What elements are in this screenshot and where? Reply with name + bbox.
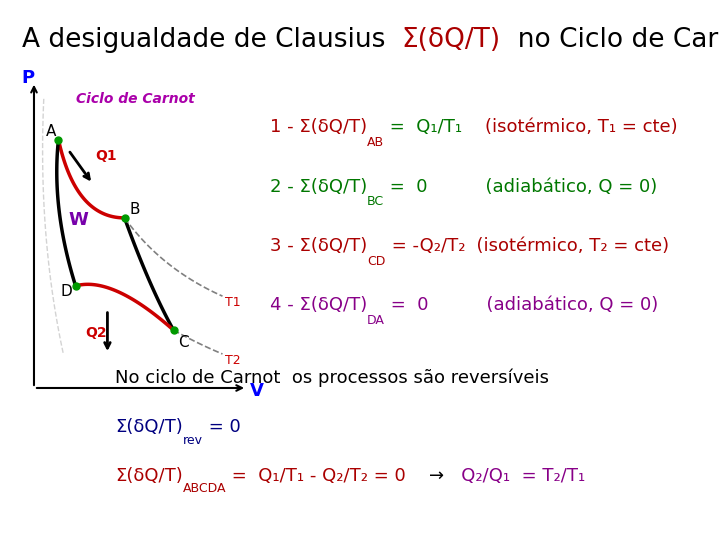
Text: CD: CD [367, 254, 386, 268]
Text: 3 - Σ(δQ/T): 3 - Σ(δQ/T) [270, 237, 367, 255]
Text: C: C [179, 335, 189, 350]
Text: 1 - Σ(δQ/T): 1 - Σ(δQ/T) [270, 118, 367, 136]
Text: Q1: Q1 [95, 149, 117, 163]
Text: rev: rev [183, 434, 203, 447]
Text: T1: T1 [225, 296, 240, 309]
Text: (adiabático, Q = 0): (adiabático, Q = 0) [428, 296, 658, 314]
Text: =  Q₁/T₁ - Q₂/T₂ = 0: = Q₁/T₁ - Q₂/T₂ = 0 [227, 467, 406, 484]
Text: ABCDA: ABCDA [183, 482, 227, 496]
Text: Q₂/Q₁  = T₂/T₁: Q₂/Q₁ = T₂/T₁ [444, 467, 585, 484]
Text: = -Q₂/T₂: = -Q₂/T₂ [386, 237, 465, 255]
Text: No ciclo de Carnot  os processos são reversíveis: No ciclo de Carnot os processos são reve… [115, 369, 549, 387]
Text: B: B [130, 202, 140, 218]
Text: 2 - Σ(δQ/T): 2 - Σ(δQ/T) [270, 178, 367, 195]
Text: D: D [61, 284, 73, 299]
Text: (adiabático, Q = 0): (adiabático, Q = 0) [428, 178, 657, 195]
Text: A desigualdade de Clausius: A desigualdade de Clausius [22, 27, 402, 53]
Text: =  0: = 0 [385, 296, 428, 314]
Text: = 0: = 0 [203, 418, 240, 436]
Text: A: A [46, 124, 57, 139]
Text: V: V [249, 382, 264, 400]
Text: Ciclo de Carnot: Ciclo de Carnot [76, 92, 194, 106]
Text: (isotérmico, T₁ = cte): (isotérmico, T₁ = cte) [462, 118, 678, 136]
Text: T2: T2 [225, 354, 240, 367]
Text: P: P [22, 70, 35, 87]
Text: Σ(δQ/T): Σ(δQ/T) [115, 467, 183, 484]
Text: BC: BC [367, 195, 384, 208]
Text: DA: DA [367, 314, 385, 327]
Text: =  0: = 0 [384, 178, 428, 195]
Text: AB: AB [367, 136, 384, 149]
Text: W: W [68, 211, 88, 229]
Text: no Ciclo de Carnot: no Ciclo de Carnot [501, 27, 720, 53]
Text: Σ(δQ/T): Σ(δQ/T) [402, 27, 501, 53]
Text: (isotérmico, T₂ = cte): (isotérmico, T₂ = cte) [465, 237, 670, 255]
Text: 4 - Σ(δQ/T): 4 - Σ(δQ/T) [270, 296, 367, 314]
Text: Q2: Q2 [86, 326, 107, 340]
Text: →: → [406, 467, 444, 484]
Text: =  Q₁/T₁: = Q₁/T₁ [384, 118, 462, 136]
Text: Σ(δQ/T): Σ(δQ/T) [115, 418, 183, 436]
